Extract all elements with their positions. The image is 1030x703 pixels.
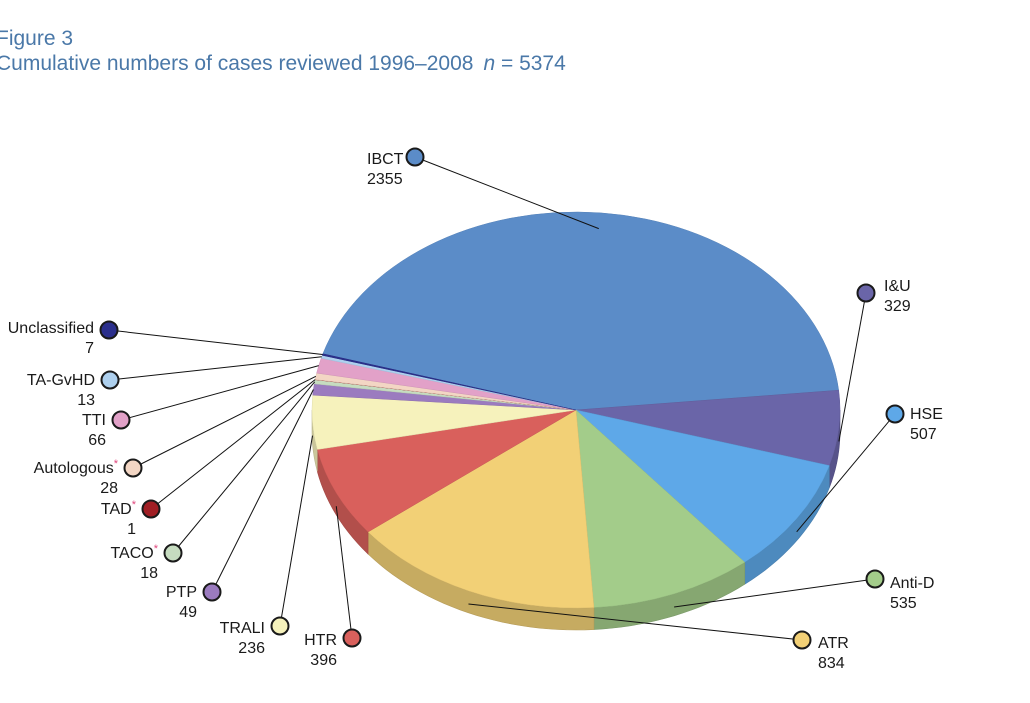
value-ptp: 49 — [179, 604, 197, 621]
leader-line-htr — [335, 506, 353, 639]
value-hse: 507 — [910, 426, 937, 443]
figure-label: Figure 3 — [0, 27, 73, 50]
value-atr: 834 — [818, 655, 845, 672]
value-ta-gvhd: 13 — [77, 392, 95, 409]
pie-slice-anti-d — [575, 409, 746, 608]
leader-line-ptp — [211, 389, 314, 593]
label-ta-gvhd: TA-GvHD — [27, 372, 95, 389]
label-autologous: Autologous* — [34, 458, 119, 477]
slice-labels: IBCT 2355 I&U 329 HSE 507 Anti-D 535 ATR 834 HTR 39… — [8, 151, 943, 672]
value-tti: 66 — [88, 432, 106, 449]
value-unclassified: 7 — [85, 340, 94, 357]
value-htr: 396 — [310, 652, 337, 669]
marker-atr — [792, 630, 812, 650]
leader-line-trali — [279, 435, 314, 627]
leader-line-anti-d — [674, 578, 876, 608]
leader-line-ta-gvhd — [109, 356, 322, 381]
value-i-u: 329 — [884, 298, 911, 315]
pie-slice-atr — [367, 409, 595, 609]
value-ibct: 2355 — [367, 171, 403, 188]
label-hse: HSE — [910, 406, 943, 423]
label-atr: ATR — [818, 635, 849, 652]
marker-htr — [342, 628, 362, 648]
label-tad: TAD* — [101, 499, 137, 518]
leader-lines — [108, 156, 896, 641]
label-note-autologous: * — [114, 458, 119, 470]
chart-title-main: Cumulative numbers of cases reviewed 199… — [0, 52, 473, 75]
leader-line-unclassified — [108, 329, 323, 356]
marker-autologous — [123, 458, 143, 478]
label-unclassified: Unclassified — [8, 320, 94, 337]
label-tti: TTI — [82, 412, 106, 429]
label-ibct: IBCT — [367, 151, 404, 168]
marker-unclassified — [99, 320, 119, 340]
marker-anti-d — [865, 569, 885, 589]
label-i-u: I&U — [884, 278, 911, 295]
chart-title: Cumulative numbers of cases reviewed 199… — [0, 52, 566, 75]
leader-line-ibct — [414, 156, 599, 230]
label-taco: TACO* — [110, 543, 158, 562]
marker-tad — [141, 499, 161, 519]
leader-line-hse — [796, 413, 896, 533]
pie-slice-ibct — [322, 211, 839, 411]
label-note-taco: * — [154, 543, 159, 555]
pie-slice-hse — [575, 409, 830, 563]
label-trali: TRALI — [220, 620, 265, 637]
chart-title-n: n — [483, 52, 495, 75]
leader-line-atr — [468, 603, 803, 641]
value-anti-d: 535 — [890, 595, 917, 612]
marker-hse — [885, 404, 905, 424]
value-taco: 18 — [140, 565, 158, 582]
leader-line-taco — [172, 381, 316, 554]
marker-trali — [270, 616, 290, 636]
label-anti-d: Anti-D — [890, 575, 934, 592]
marker-i-u — [856, 283, 876, 303]
marker-ibct — [405, 147, 425, 167]
label-htr: HTR — [304, 632, 337, 649]
value-tad: 1 — [127, 521, 136, 538]
label-note-tad: * — [132, 499, 137, 511]
legend-markers — [99, 147, 905, 650]
marker-tti — [111, 410, 131, 430]
value-autologous: 28 — [100, 480, 118, 497]
marker-ptp — [202, 582, 222, 602]
chart-title-eq: = 5374 — [495, 52, 566, 75]
label-ptp: PTP — [166, 584, 197, 601]
pie-slice-htr — [316, 409, 577, 533]
marker-taco — [163, 543, 183, 563]
leader-line-tti — [120, 365, 319, 421]
value-trali: 236 — [238, 640, 265, 657]
leader-line-i-u — [838, 292, 867, 442]
pie-top-layer — [311, 211, 841, 609]
leader-line-autologous — [132, 375, 317, 469]
leader-line-tad — [150, 379, 316, 510]
marker-ta-gvhd — [100, 370, 120, 390]
